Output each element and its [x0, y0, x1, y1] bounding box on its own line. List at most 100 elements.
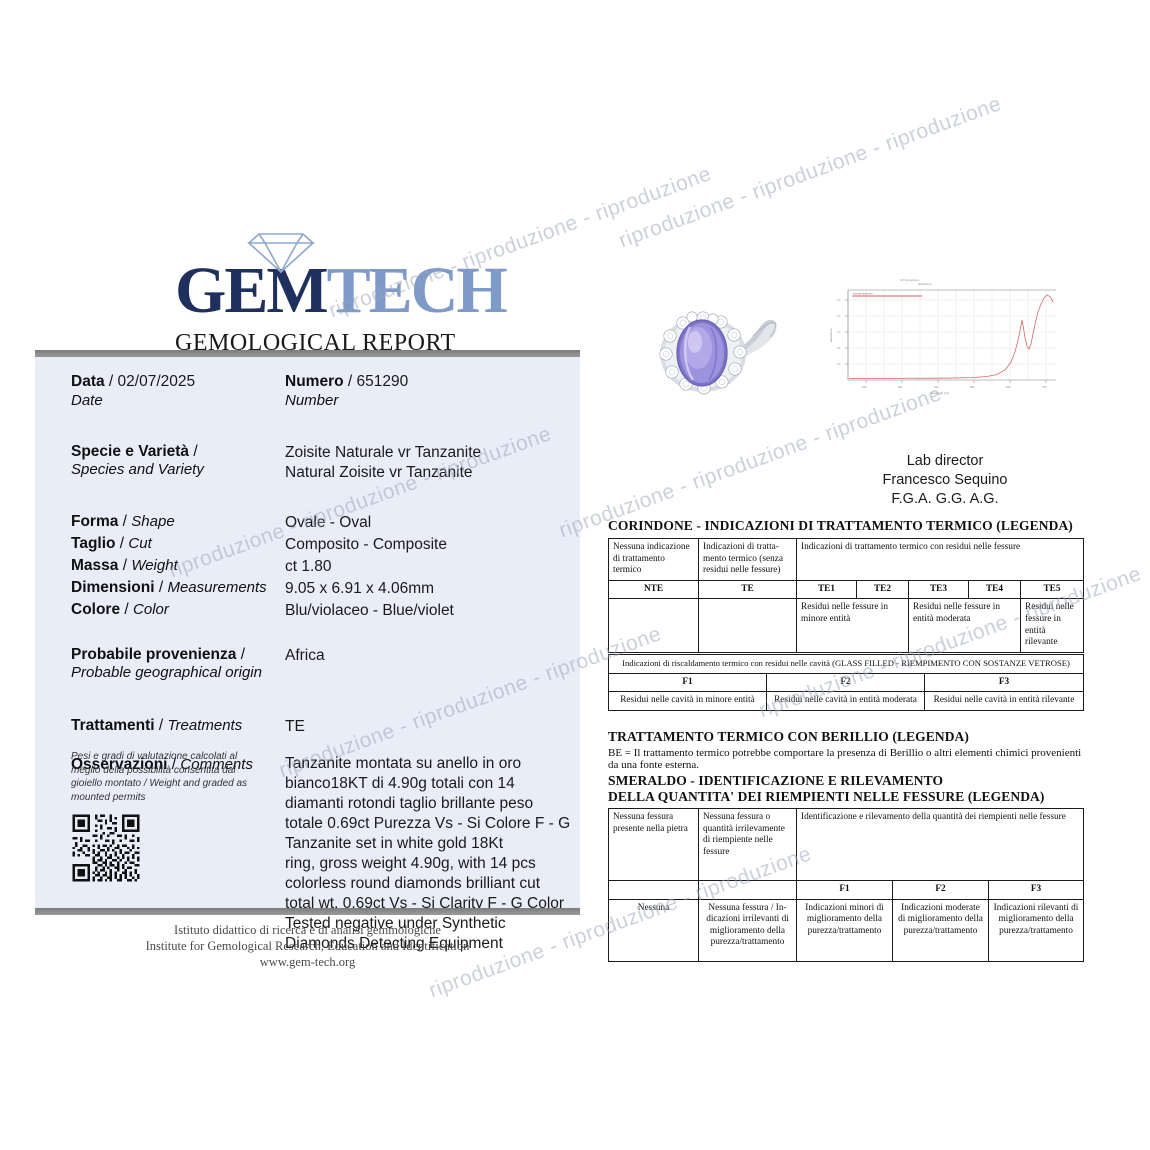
field-number-value: 651290 — [356, 373, 409, 390]
comment-line: total wt. 0.69ct Vs - Si Clarity F - G C… — [285, 895, 565, 912]
svg-text:450: 450 — [934, 385, 939, 389]
corundum-col2-head: Indicazioni di tratta-mento termico (sen… — [698, 538, 797, 581]
field-species-value-en: Natural Zoisite vr Tanzanite — [285, 464, 473, 481]
svg-text:absorbance: absorbance — [918, 282, 932, 286]
corundum-col1-head: Nessuna indicazione di trattamento termi… — [608, 538, 699, 581]
field-comments-value: Tanzanite montata su anello in oro bianc… — [285, 754, 575, 954]
field-measurements-label-en: Measurements — [167, 579, 267, 596]
emerald-row-irrelevant: Nessuna fessura / In-dicazioni irrilevan… — [698, 898, 797, 962]
brand-logo: GEMTECH GEMOLOGICAL REPORT — [175, 232, 508, 357]
field-comments-label: Osservazioni / Comments — [71, 756, 253, 773]
footer-website: www.gem-tech.org — [259, 955, 356, 969]
corundum-legend-table: Nessuna indicazione di trattamento termi… — [608, 538, 1085, 653]
logo-text-tech: TECH — [326, 254, 508, 327]
table-row: NTE TE TE1 TE2 TE3 TE4 TE5 — [608, 579, 1085, 600]
svg-text:650: 650 — [1006, 385, 1011, 389]
code-f2: F2 — [892, 880, 989, 900]
table-row: Nessuna indicazione di trattamento termi… — [608, 538, 1085, 581]
comment-line: ring, gross weight 4.90g, with 14 pcs — [285, 855, 536, 872]
emerald-desc-f2: Indicazioni moderate di miglioramento de… — [892, 898, 989, 962]
field-cut-label-en: Cut — [128, 535, 152, 552]
emerald-col2-head: Nessuna fessura o quantità irrilevamente… — [698, 808, 797, 881]
corundum-desc-te34: Residui nelle fessure in entità moderata — [908, 598, 1021, 653]
watermark-text: riproduzione - riproduzione - riproduzio… — [615, 92, 1005, 253]
code-f1: F1 — [608, 672, 767, 693]
svg-text:350: 350 — [898, 385, 903, 389]
svg-text:750: 750 — [1042, 385, 1047, 389]
field-color-label-en: Color — [133, 601, 169, 618]
comment-line: Tanzanite set in white gold 18Kt — [285, 835, 503, 852]
field-weight-label-it: Massa — [71, 557, 119, 574]
emerald-col1-head: Nessuna fessura presente nella pietra — [608, 808, 699, 881]
code-f3: F3 — [987, 880, 1085, 900]
corundum-desc-te5: Residui nelle fessure in entità rilevant… — [1019, 598, 1085, 653]
field-cut-label-it: Taglio — [71, 535, 116, 552]
field-treatments-value: TE — [285, 718, 305, 735]
certificate-fields: Data / 02/07/2025 Date Numero / 651290 N… — [35, 350, 580, 952]
field-date-value: 02/07/2025 — [117, 373, 196, 390]
comment-line: Diamonds Detecting Equipment — [285, 935, 503, 952]
field-number-label-en: Number — [285, 392, 339, 409]
comment-line: bianco18KT di 4.90g totali con 14 — [285, 775, 515, 792]
svg-text:0.0: 0.0 — [837, 363, 841, 366]
logo-wordmark: GEMTECH — [175, 258, 508, 324]
report-title: GEMOLOGICAL REPORT — [175, 330, 456, 356]
emerald-desc-f3: Indicazioni rilevanti di miglioramento d… — [987, 898, 1085, 962]
svg-text:250: 250 — [862, 385, 867, 389]
diamond-outline-icon — [246, 233, 316, 274]
svg-text:UV-Vis spectrum: UV-Vis spectrum — [900, 278, 919, 282]
field-color-label: Colore / Color — [71, 601, 169, 618]
field-color-label-it: Colore — [71, 601, 121, 618]
code-f1: F1 — [796, 880, 893, 900]
corundum-empty-nte — [608, 598, 699, 653]
footer-line-en: Institute for Gemological Research, Educ… — [145, 939, 470, 953]
field-species-value-it: Zoisite Naturale vr Tanzanite — [285, 444, 482, 461]
field-comments-label-en: Comments — [180, 756, 253, 773]
field-date-label-it: Data — [71, 373, 105, 390]
comment-line: Tested negative under Synthetic — [285, 915, 506, 932]
field-origin-label-en: Probable geographical origin — [71, 664, 262, 681]
comment-line: totale 0.69ct Purezza Vs - Si Colore F -… — [285, 815, 571, 832]
field-measurements-label-it: Dimensioni — [71, 579, 155, 596]
tanzanite-halo-ring-photo — [645, 292, 800, 417]
code-f3: F3 — [924, 672, 1084, 693]
table-row: Nessuna Nessuna fessura / In-dicazioni i… — [608, 898, 1085, 962]
corundum-legend-heading: CORINDONE - INDICAZIONI DI TRATTAMENTO T… — [608, 518, 1073, 533]
svg-text:absorbance: absorbance — [829, 328, 833, 342]
svg-text:1.0: 1.0 — [837, 331, 841, 334]
field-weight-label: Massa / Weight — [71, 557, 178, 574]
glass-filled-table: Indicazioni di riscaldamento termico con… — [608, 654, 1084, 711]
logo-text-gem: GEM — [175, 254, 329, 327]
code-te3: TE3 — [908, 579, 969, 600]
svg-text:0.5: 0.5 — [837, 347, 841, 350]
emerald-empty-1 — [608, 880, 699, 900]
emerald-heading-line1: SMERALDO - IDENTIFICAZIONE E RILEVAMENTO — [608, 773, 944, 788]
field-shape-label-it: Forma — [71, 513, 119, 530]
field-weight-label-en: Weight — [131, 557, 178, 574]
field-date-label-en: Date — [71, 392, 103, 409]
svg-text:wavelength (nm): wavelength (nm) — [930, 391, 949, 395]
corundum-col3-head: Indicazioni di trattamento termico con r… — [795, 538, 1085, 581]
field-species-label-en: Species and Variety — [71, 461, 204, 478]
code-f2: F2 — [766, 672, 925, 693]
glass-filled-desc-f1: Residui nelle cavità in minore entità — [608, 691, 767, 711]
field-treatments-label-it: Trattamenti — [71, 717, 155, 734]
field-measurements-value: 9.05 x 6.91 x 4.06mm — [285, 580, 435, 597]
corundum-desc-te12: Residui nelle fessure in minore entità — [796, 598, 909, 653]
table-row: Indicazioni di riscaldamento termico con… — [608, 654, 1084, 674]
emerald-legend-table: Nessuna fessura presente nella pietra Ne… — [608, 808, 1085, 962]
comment-line: diamanti rotondi taglio brillante peso — [285, 795, 534, 812]
glass-filled-desc-f3: Residui nelle cavità in entità rilevante — [924, 691, 1084, 711]
field-treatments-label-en: Treatments — [167, 717, 243, 734]
code-te5: TE5 — [1019, 579, 1085, 600]
field-color-value: Blu/violaceo - Blue/violet — [285, 602, 454, 619]
field-cut-value: Composito - Composite — [285, 536, 447, 553]
table-row: Nessuna fessura presente nella pietra Ne… — [608, 808, 1085, 881]
table-row: F1 F2 F3 — [608, 880, 1085, 900]
field-number: Numero / 651290 Number — [285, 373, 409, 409]
table-row: F1 F2 F3 — [608, 672, 1084, 693]
emerald-heading-line2: DELLA QUANTITA' DEI RIEMPIENTI NELLE FES… — [608, 789, 1045, 804]
svg-text:2.0: 2.0 — [837, 299, 841, 302]
code-te2: TE2 — [856, 579, 909, 600]
